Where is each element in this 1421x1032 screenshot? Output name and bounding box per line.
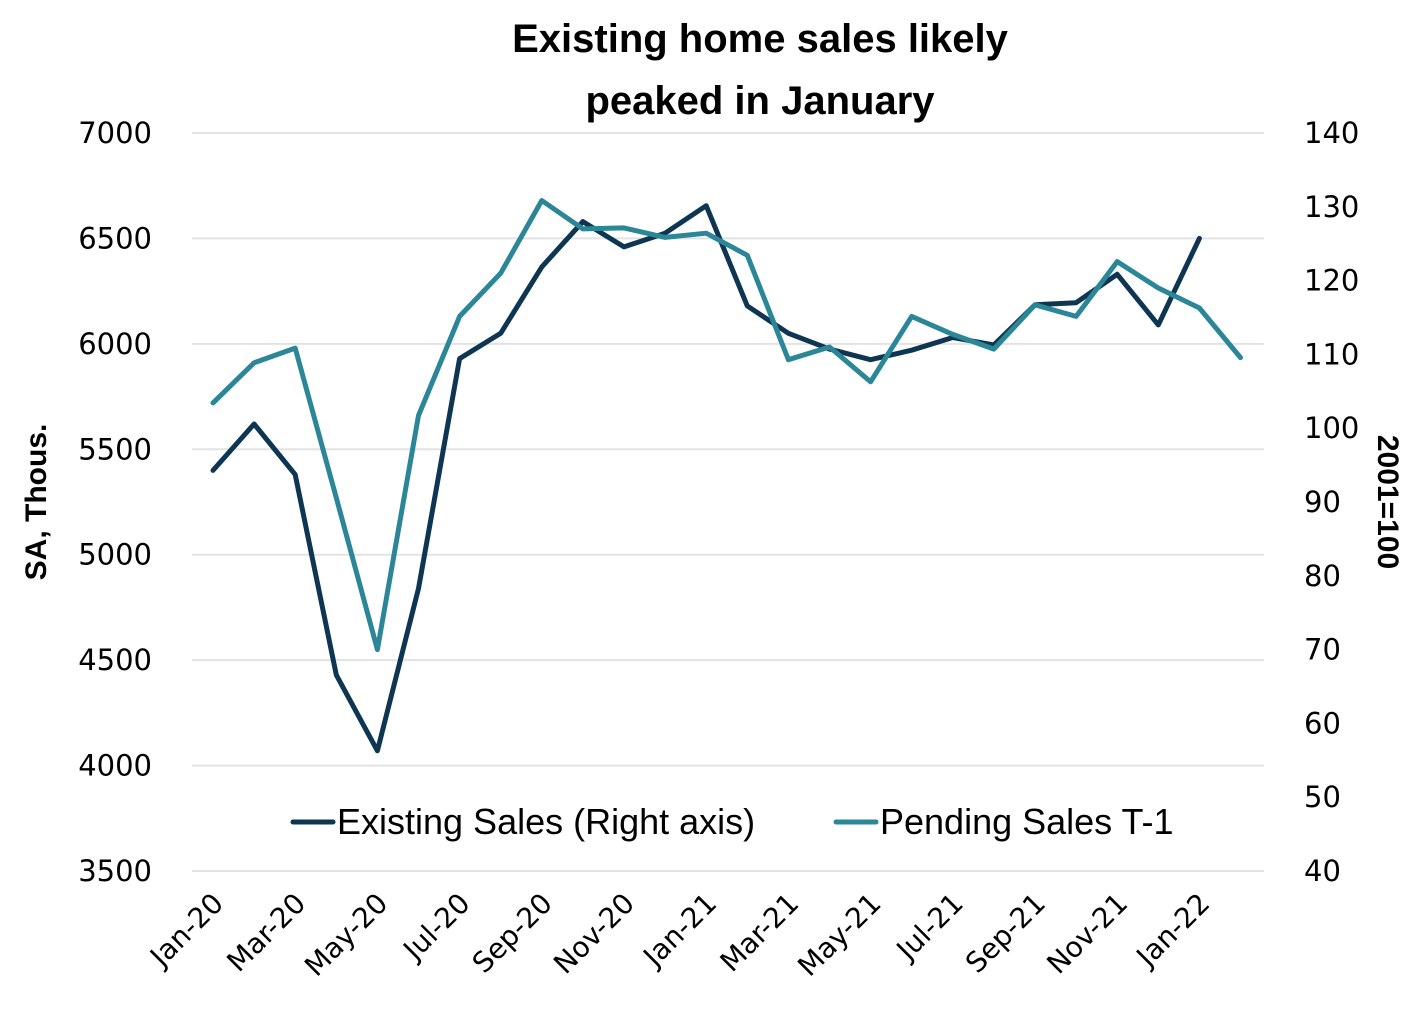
left-axis-ticks: 3500 4000 4500 5000 5500 6000 6500 7000: [78, 116, 152, 888]
x-axis-tick-label: Sep-21: [959, 887, 1052, 980]
right-axis-tick-label: 60: [1304, 706, 1341, 740]
series-line-existing-sales: [210, 203, 1202, 754]
left-axis-tick-label: 3500: [78, 854, 152, 888]
right-axis-tick-label: 140: [1304, 116, 1359, 150]
x-axis-tick-label: Mar-21: [714, 887, 806, 979]
chart-title-line-2: peaked in January: [585, 79, 935, 123]
right-axis-tick-label: 110: [1304, 337, 1359, 371]
left-axis-tick-label: 6500: [78, 221, 152, 255]
x-axis-tick-label: Jan-20: [142, 887, 230, 975]
legend: Existing Sales (Right axis) Pending Sale…: [290, 801, 1174, 842]
x-axis-tick-label: May-21: [791, 887, 887, 983]
left-axis-tick-label: 6000: [78, 327, 152, 361]
right-axis-tick-label: 120: [1304, 264, 1359, 298]
x-axis-tick-label: Sep-20: [466, 887, 559, 980]
left-axis-tick-label: 4500: [78, 643, 152, 677]
x-axis-tick-label: May-20: [298, 887, 394, 983]
series-lines: [210, 198, 1243, 754]
chart-title: Existing home sales likely peaked in Jan…: [512, 17, 1009, 123]
gridlines: [192, 132, 1264, 872]
x-axis-tick-label: Mar-20: [220, 887, 312, 979]
right-axis-tick-label: 100: [1304, 411, 1359, 445]
right-axis-tick-label: 50: [1304, 780, 1341, 814]
legend-label-existing: Existing Sales (Right axis): [337, 801, 755, 842]
x-axis-tick-label: Jan-21: [636, 887, 724, 975]
x-axis-tick-label: Nov-20: [547, 887, 641, 981]
x-axis-tick-label: Jul-20: [396, 887, 477, 968]
right-axis-tick-label: 130: [1304, 190, 1359, 224]
right-axis-ticks: 40 50 60 70 80 90 100 110 120 130 140: [1304, 116, 1359, 888]
right-axis-tick-label: 90: [1304, 485, 1341, 519]
x-axis-tick-label: Nov-21: [1040, 887, 1134, 981]
x-axis-tick-label: Jan-22: [1129, 887, 1217, 975]
left-axis-title: SA, Thous.: [20, 424, 53, 581]
right-axis-tick-label: 40: [1304, 854, 1341, 888]
right-axis-tick-label: 80: [1304, 559, 1341, 593]
legend-label-pending: Pending Sales T-1: [880, 801, 1174, 842]
left-axis-tick-label: 7000: [78, 116, 152, 150]
x-axis-tick-label: Jul-21: [889, 887, 970, 968]
left-axis-tick-label: 4000: [78, 749, 152, 783]
left-axis-tick-label: 5500: [78, 432, 152, 466]
left-axis-tick-label: 5000: [78, 538, 152, 572]
right-axis-tick-label: 70: [1304, 633, 1341, 667]
right-axis-title: 2001=100: [1371, 435, 1404, 569]
chart-title-line-1: Existing home sales likely: [512, 17, 1009, 61]
series-line-pending-sales: [210, 198, 1243, 653]
